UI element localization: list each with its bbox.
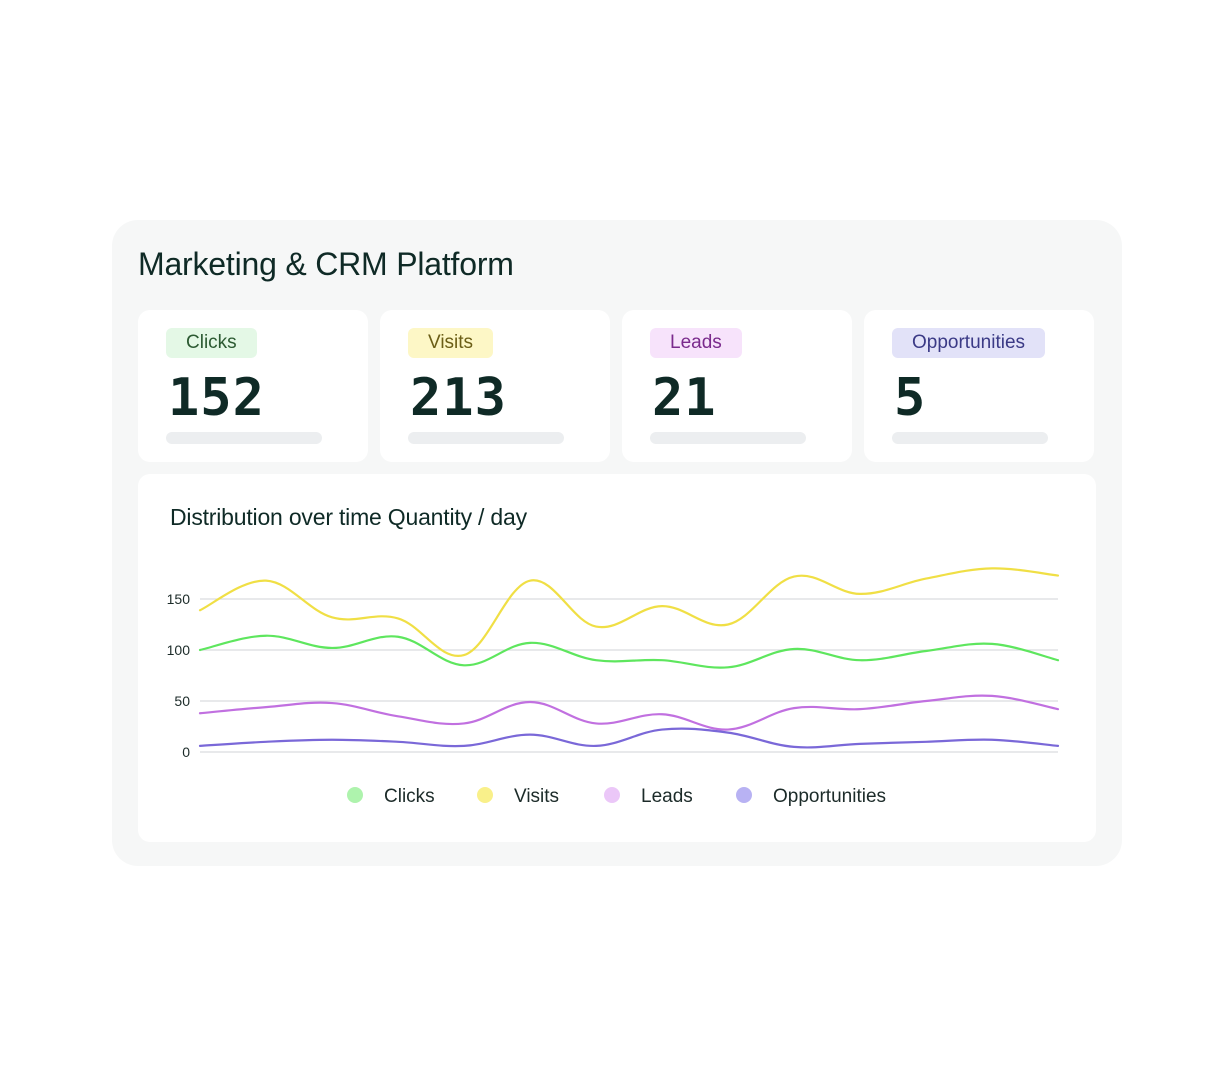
- dashboard-panel: Marketing & CRM Platform Clicks 152 Visi…: [112, 220, 1122, 866]
- legend-swatch-leads: [604, 787, 620, 803]
- page-title: Marketing & CRM Platform: [138, 246, 514, 282]
- metric-placeholder-bar: [166, 432, 322, 444]
- series-line-visits: [198, 567, 1060, 657]
- series-line-leads: [198, 694, 1060, 731]
- metric-card-opportunities[interactable]: Opportunities 5: [864, 310, 1094, 462]
- metric-label-visits: Visits: [408, 328, 494, 358]
- legend-swatch-visits: [477, 787, 493, 803]
- metric-label-leads: Leads: [650, 328, 742, 358]
- y-tick-label: 0: [182, 744, 190, 760]
- chart-title: Distribution over time Quantity / day: [170, 504, 527, 530]
- metric-value-clicks: 152: [168, 368, 265, 428]
- series-line-clicks: [198, 634, 1060, 669]
- legend-swatch-clicks: [347, 787, 363, 803]
- metric-label-clicks: Clicks: [166, 328, 257, 358]
- legend-label-leads: Leads: [641, 786, 693, 807]
- metric-card-clicks[interactable]: Clicks 152: [138, 310, 368, 462]
- metric-card-visits[interactable]: Visits 213: [380, 310, 610, 462]
- metric-card-leads[interactable]: Leads 21: [622, 310, 852, 462]
- metric-placeholder-bar: [650, 432, 806, 444]
- series-line-opportunities: [198, 727, 1060, 749]
- metric-placeholder-bar: [892, 432, 1048, 444]
- legend-swatch-opportunities: [736, 787, 752, 803]
- legend-label-opportunities: Opportunities: [773, 786, 886, 807]
- y-tick-label: 50: [174, 693, 190, 709]
- metric-label-opportunities: Opportunities: [892, 328, 1046, 358]
- y-tick-label: 150: [167, 591, 191, 607]
- metric-placeholder-bar: [408, 432, 564, 444]
- legend-label-visits: Visits: [514, 786, 559, 807]
- line-chart: 0 50 100 150 Clicks Visits Leads Opportunities: [167, 567, 1060, 807]
- legend-label-clicks: Clicks: [384, 786, 435, 807]
- chart-card: Distribution over time Quantity / day 0 5…: [138, 474, 1096, 842]
- metric-value-opportunities: 5: [894, 368, 927, 428]
- metric-value-leads: 21: [652, 368, 717, 428]
- y-tick-label: 100: [167, 642, 191, 658]
- metric-value-visits: 213: [410, 368, 507, 428]
